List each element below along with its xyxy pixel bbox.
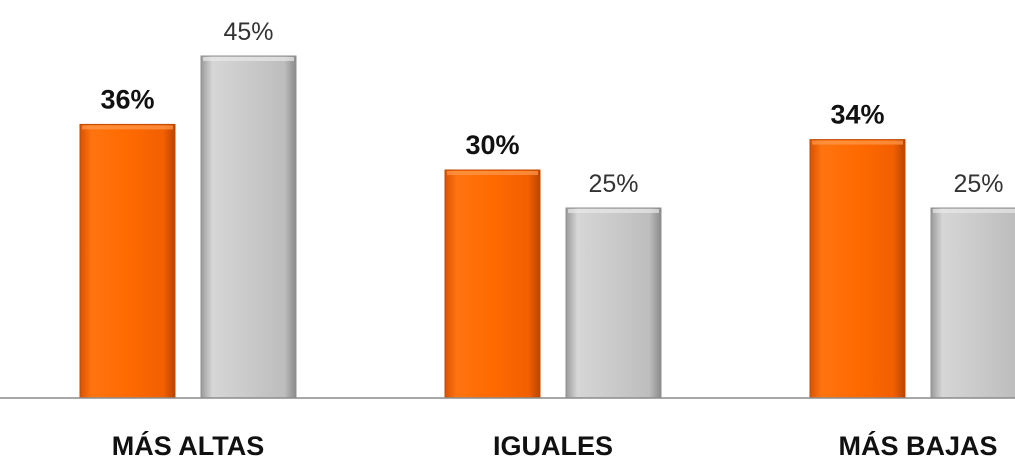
- labels-layer: 36% 45% MÁS ALTAS 30% 25% IGUALES 34% 25% MÁS BA…: [100, 18, 1003, 461]
- bar-highlight-iguales-series-2: [568, 209, 659, 213]
- bar-mas-altas-series-1: [79, 123, 176, 399]
- bar-iguales-series-2: [565, 207, 662, 399]
- bar-iguales-series-1: [444, 169, 541, 399]
- bar-highlight-mas-altas-series-2: [203, 57, 294, 61]
- bar-mas-bajas-series-1: [809, 139, 906, 399]
- bar-mas-altas-series-2: [200, 55, 297, 399]
- bar-mas-bajas-series-2: [930, 207, 1015, 399]
- category-label-iguales: IGUALES: [493, 431, 613, 461]
- bar-highlight-mas-bajas-series-1: [812, 140, 903, 145]
- category-label-mas-altas: MÁS ALTAS: [112, 430, 264, 461]
- data-label-mas-altas-series-2: 45%: [223, 18, 273, 46]
- category-label-mas-bajas: MÁS BAJAS: [838, 430, 997, 461]
- bar-highlight-mas-bajas-series-2: [933, 209, 1015, 213]
- data-label-iguales-series-1: 30%: [465, 130, 519, 160]
- bar-highlight-mas-altas-series-1: [82, 125, 173, 130]
- data-label-mas-altas-series-1: 36%: [100, 84, 154, 114]
- data-label-mas-bajas-series-2: 25%: [953, 170, 1003, 198]
- data-label-mas-bajas-series-1: 34%: [830, 100, 884, 130]
- bar-highlight-iguales-series-1: [447, 171, 538, 175]
- data-label-iguales-series-2: 25%: [588, 170, 638, 198]
